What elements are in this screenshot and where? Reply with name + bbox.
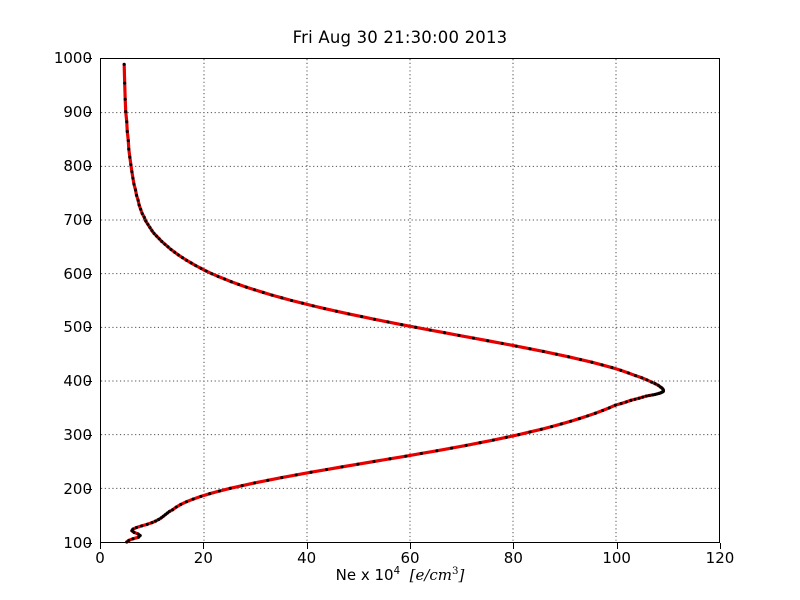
x-tick-mark-80 [513, 543, 515, 549]
x-tick-mark-20 [203, 543, 205, 549]
y-tick-label-300: 300 [63, 426, 92, 445]
x-axis-label-text: Ne x 10 [335, 566, 394, 584]
plot-area [100, 58, 720, 544]
y-tick-mark-800 [86, 165, 92, 167]
y-tick-mark-600 [86, 273, 92, 275]
y-tick-mark-300 [86, 435, 92, 437]
y-tick-mark-100 [86, 543, 92, 544]
x-axis-unit-text: e/cm [415, 566, 453, 584]
y-tick-label-400: 400 [63, 372, 92, 391]
x-tick-label-20: 20 [193, 549, 213, 567]
x-tick-label-0: 0 [95, 549, 105, 567]
x-tick-mark-40 [306, 543, 308, 549]
y-axis-ticks: 100 200 300 400 500 600 700 800 900 1000 [28, 49, 92, 552]
y-tick-label-900: 900 [63, 102, 92, 121]
x-tick-mark-0 [100, 543, 101, 549]
y-tick-label-700: 700 [63, 210, 92, 229]
x-tick-label-100: 100 [602, 549, 631, 567]
y-tick-mark-900 [86, 111, 92, 113]
y-tick-label-100: 100 [63, 534, 92, 552]
x-axis-ticks: 0 20 40 60 80 100 120 [95, 543, 734, 573]
x-tick-label-80: 80 [503, 549, 523, 567]
y-tick-label-500: 500 [63, 318, 92, 337]
x-tick-label-60: 60 [400, 549, 420, 567]
x-axis-unit-open: [ [409, 566, 416, 584]
x-axis-unit-close: ] [458, 566, 465, 584]
x-tick-label-120: 120 [705, 549, 735, 567]
x-tick-mark-120 [720, 543, 721, 549]
chart-title: Fri Aug 30 21:30:00 2013 [292, 28, 508, 47]
y-tick-label-800: 800 [63, 156, 92, 175]
y-tick-label-600: 600 [63, 264, 92, 283]
x-axis-label: Ne x 104 [e/cm3] [0, 566, 800, 584]
y-tick-mark-500 [86, 327, 92, 329]
x-axis-label-exponent: 4 [393, 566, 401, 577]
x-tick-label-40: 40 [297, 549, 317, 567]
y-tick-mark-200 [86, 489, 92, 491]
grid-lines [101, 59, 719, 542]
y-tick-label-1000: 1000 [53, 49, 92, 67]
y-tick-mark-700 [86, 219, 92, 221]
data-series-ne-profile [122, 62, 665, 544]
x-tick-mark-60 [410, 543, 411, 549]
x-tick-mark-100 [616, 543, 618, 549]
y-tick-mark-1000 [86, 58, 92, 59]
y-tick-label-200: 200 [63, 480, 92, 499]
x-axis-unit-exponent: 3 [452, 566, 459, 577]
y-tick-mark-400 [86, 381, 92, 383]
